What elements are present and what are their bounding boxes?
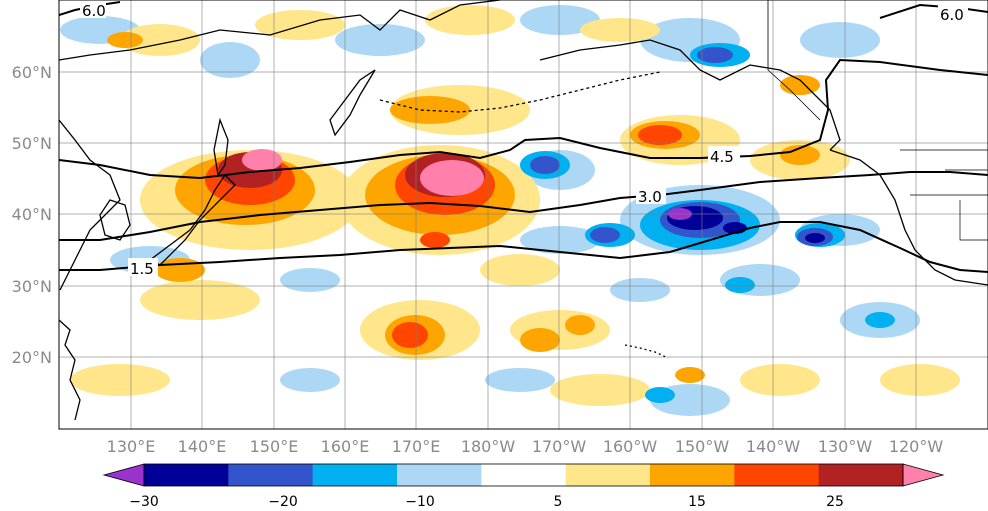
lon-label-160w: 160°W bbox=[603, 437, 658, 456]
colorbar-extend-low bbox=[102, 463, 145, 487]
cb-tick-15: 15 bbox=[688, 494, 706, 510]
korea-coast bbox=[99, 199, 131, 241]
cb-tick-neg20: −20 bbox=[268, 494, 298, 510]
colorbar bbox=[102, 463, 945, 487]
colorbar-bin bbox=[481, 464, 567, 486]
map-panel: 6.0 4.5 3.0 1.5 6.0 bbox=[58, 0, 988, 430]
contour-4.5 bbox=[59, 58, 988, 180]
japan-coast bbox=[148, 173, 236, 266]
pink-patches bbox=[242, 149, 484, 196]
cb-tick-neg10: −10 bbox=[405, 494, 435, 510]
lon-label-170w: 170°W bbox=[532, 437, 587, 456]
lon-label-170e: 170°E bbox=[392, 437, 441, 456]
lat-label-40n: 40°N bbox=[12, 205, 52, 224]
colorbar-bin bbox=[565, 464, 651, 486]
contour-label-6.0-east: 6.0 bbox=[940, 6, 964, 24]
lon-label-150w: 150°W bbox=[675, 437, 730, 456]
colorbar-bin bbox=[144, 464, 229, 486]
longitude-labels: 130°E 140°E 150°E 160°E 170°E 180°W 170°… bbox=[107, 437, 944, 456]
kamchatka bbox=[329, 69, 376, 137]
lon-label-140e: 140°E bbox=[178, 437, 227, 456]
contour-1.5 bbox=[59, 221, 988, 273]
latitude-labels: 60°N 50°N 40°N 30°N 20°N bbox=[12, 63, 52, 367]
lon-label-130e: 130°E bbox=[107, 437, 156, 456]
cb-tick-neg30: −30 bbox=[129, 494, 159, 510]
contour-3.0 bbox=[59, 171, 988, 241]
colorbar-bin bbox=[397, 464, 482, 486]
map-frame bbox=[58, 0, 988, 430]
lat-label-20n: 20°N bbox=[12, 348, 52, 367]
asia-coast bbox=[59, 119, 121, 291]
lon-label-140w: 140°W bbox=[746, 437, 801, 456]
lat-label-30n: 30°N bbox=[12, 277, 52, 296]
cb-tick-5: 5 bbox=[554, 494, 563, 510]
lat-label-50n: 50°N bbox=[12, 134, 52, 153]
jet-contours bbox=[59, 1, 988, 273]
colorbar-bin bbox=[228, 464, 314, 486]
yukon-border bbox=[767, 0, 821, 121]
siberia-coast bbox=[59, 0, 501, 61]
alaska-coast bbox=[539, 39, 841, 151]
contour-label-4.5: 4.5 bbox=[710, 148, 734, 166]
colorbar-bin bbox=[312, 464, 398, 486]
colorbar-frame bbox=[143, 463, 904, 487]
colorbar-bin bbox=[650, 464, 735, 486]
colorbar-bin bbox=[734, 464, 820, 486]
lon-label-120w: 120°W bbox=[889, 437, 944, 456]
colorbar-bin bbox=[818, 464, 904, 486]
colorbar-extend-high bbox=[902, 463, 945, 487]
contour-label-6.0-west: 6.0 bbox=[82, 2, 106, 20]
state-lines bbox=[910, 169, 988, 241]
lon-label-180w: 180°W bbox=[461, 437, 516, 456]
na-west-coast bbox=[829, 149, 988, 286]
lon-label-150e: 150°E bbox=[250, 437, 299, 456]
coastlines bbox=[59, 0, 988, 421]
contour-label-3.0: 3.0 bbox=[638, 188, 662, 206]
lat-label-60n: 60°N bbox=[12, 63, 52, 82]
colorbar-tick-labels: −30 −20 −10 5 15 25 bbox=[129, 494, 844, 510]
contour-label-1.5: 1.5 bbox=[130, 260, 154, 278]
lon-label-130w: 130°W bbox=[818, 437, 873, 456]
lon-label-160e: 160°E bbox=[321, 437, 370, 456]
cb-tick-25: 25 bbox=[826, 494, 844, 510]
philippines bbox=[59, 319, 81, 421]
anomaly-field bbox=[60, 5, 960, 416]
sakhalin bbox=[213, 117, 229, 177]
contour-labels: 6.0 4.5 3.0 1.5 6.0 bbox=[80, 2, 968, 278]
